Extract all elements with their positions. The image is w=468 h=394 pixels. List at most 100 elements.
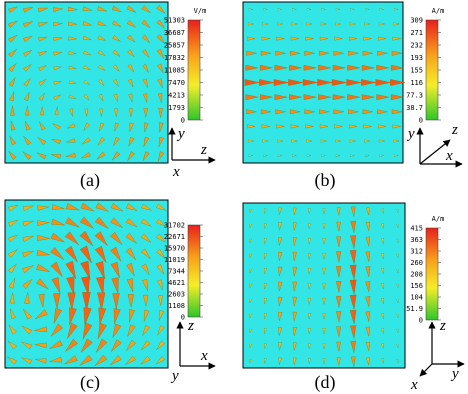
field-arrow: [9, 135, 17, 146]
field-arrow: [381, 328, 384, 334]
field-arrow: [277, 8, 282, 11]
field-arrow: [350, 340, 356, 353]
field-arrow: [158, 295, 163, 306]
field-arrow: [290, 124, 299, 129]
field-arrow: [156, 34, 165, 44]
field-arrow: [336, 357, 341, 366]
field-arrow: [378, 139, 385, 143]
field-arrow: [365, 296, 371, 307]
field-arrow: [39, 121, 46, 131]
field-arrow: [36, 278, 49, 290]
field-arrow: [322, 343, 326, 349]
color-bar-label: 116: [410, 79, 423, 87]
field-arrow: [304, 109, 315, 115]
color-bar-label: 15970: [164, 245, 185, 253]
field-plot: [4, 1, 169, 164]
field-arrow: [365, 154, 370, 157]
field-arrow: [396, 208, 399, 213]
field-arrow: [378, 22, 385, 26]
color-bar-label: 7344: [168, 268, 185, 276]
field-arrow: [157, 63, 164, 74]
field-arrow: [292, 327, 297, 336]
field-arrow: [277, 139, 283, 143]
field-arrow: [129, 122, 134, 132]
field-arrow: [349, 36, 358, 41]
field-arrow: [82, 6, 93, 11]
field-arrow: [349, 139, 356, 143]
field-arrow: [129, 309, 135, 323]
field-arrow: [38, 92, 45, 101]
field-arrow: [83, 79, 90, 85]
field-arrow: [157, 325, 165, 336]
field-arrow: [34, 342, 47, 349]
field-arrow: [21, 325, 33, 335]
field-arrow: [364, 22, 371, 26]
field-arrow: [110, 202, 123, 212]
field-arrow: [157, 279, 163, 291]
field-arrow: [38, 79, 47, 86]
field-arrow: [264, 208, 267, 214]
field-arrow: [37, 7, 48, 13]
field-arrow: [319, 124, 328, 129]
field-arrow: [390, 64, 404, 71]
color-bar-label: 31702: [164, 222, 185, 230]
field-arrow: [365, 326, 371, 337]
axis-label: x: [445, 148, 453, 164]
color-bar-unit: V/m: [194, 7, 207, 15]
field-arrow: [308, 358, 311, 364]
color-bar-label: 38.7: [406, 104, 423, 112]
field-arrow: [366, 357, 370, 366]
field-arrow: [10, 105, 15, 116]
field-arrow: [349, 22, 356, 26]
axis-label: z: [187, 318, 194, 334]
field-arrow: [278, 357, 282, 365]
field-arrow: [278, 207, 282, 215]
field-arrow: [377, 109, 388, 115]
color-bar-label: 208: [410, 271, 423, 279]
field-arrow: [320, 139, 327, 143]
axis-label: y: [170, 368, 179, 384]
field-arrow: [288, 79, 304, 86]
field-arrow: [349, 249, 357, 265]
color-bar-label: 1793: [168, 104, 185, 112]
field-arrow: [289, 94, 302, 101]
field-arrow: [156, 5, 166, 14]
field-arrow: [83, 307, 92, 326]
color-bar-label: 155: [410, 67, 423, 75]
field-arrow: [391, 50, 403, 56]
field-arrow: [53, 308, 62, 324]
field-arrow: [248, 139, 254, 143]
field-arrow: [263, 154, 268, 157]
field-arrow: [80, 260, 91, 280]
field-arrow: [68, 21, 78, 26]
field-arrow: [113, 93, 118, 102]
field-arrow: [379, 154, 384, 157]
field-arrow: [53, 51, 62, 56]
field-arrow: [335, 22, 342, 26]
field-arrow: [292, 311, 297, 322]
field-arrow: [112, 323, 122, 338]
field-arrow: [50, 247, 65, 260]
color-bar-label: 1108: [168, 302, 185, 310]
field-arrow: [114, 122, 119, 132]
field-arrow: [8, 278, 16, 289]
field-arrow: [365, 221, 370, 231]
caption: (d): [315, 372, 336, 393]
field-arrow: [361, 79, 376, 86]
field-arrow: [396, 238, 399, 243]
field-arrow: [127, 78, 134, 88]
field-arrow: [140, 248, 151, 259]
field-arrow: [307, 223, 311, 229]
field-arrow: [10, 308, 16, 320]
field-arrow: [8, 77, 16, 87]
field-arrow: [264, 358, 267, 364]
field-arrow: [24, 92, 30, 102]
field-arrow: [264, 313, 267, 319]
field-arrow: [25, 106, 30, 116]
field-arrow: [346, 79, 362, 86]
field-arrow: [128, 136, 135, 147]
field-arrow: [396, 313, 399, 318]
field-arrow: [83, 50, 91, 55]
field-arrow: [304, 50, 315, 56]
field-arrow: [112, 20, 122, 27]
